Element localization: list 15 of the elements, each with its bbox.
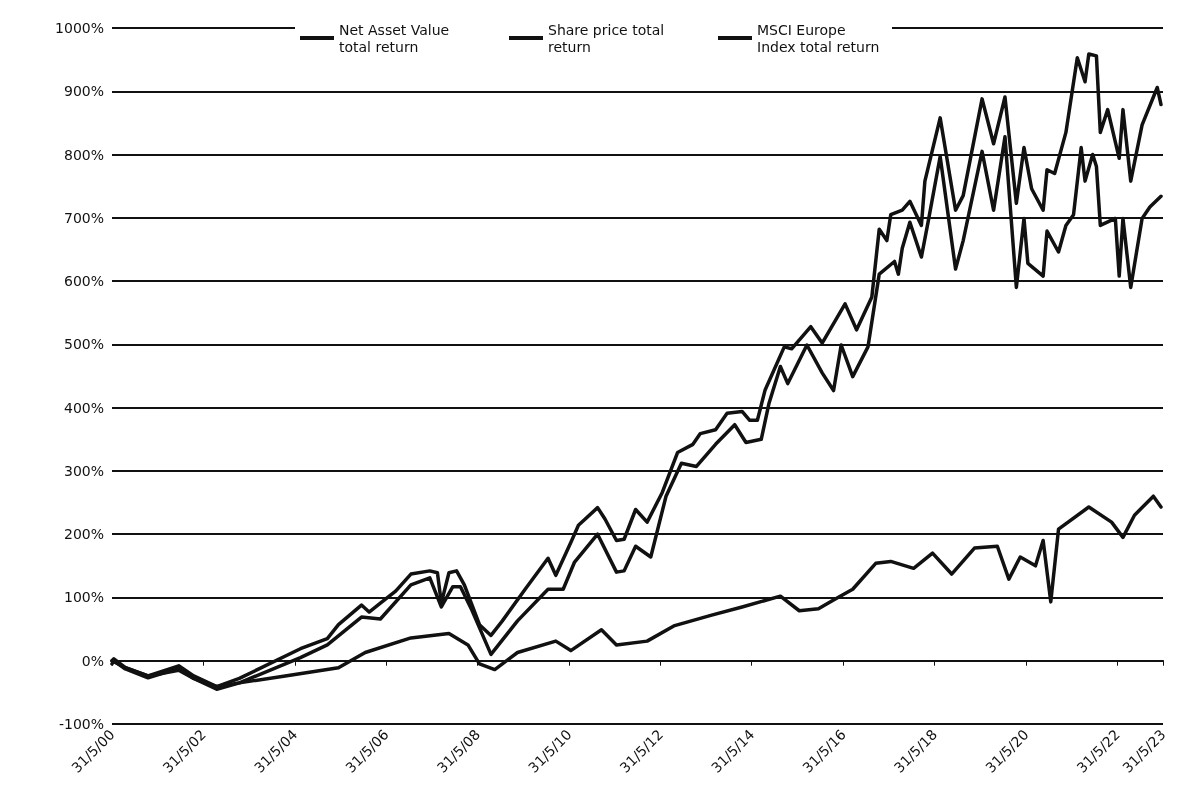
- y-tick-label: 900%: [63, 83, 104, 100]
- y-tick-label: 300%: [63, 462, 104, 479]
- y-tick-label: 500%: [63, 336, 104, 353]
- y-tick-label: 1000%: [55, 20, 104, 36]
- legend-label: Net Asset Value total return: [339, 21, 454, 55]
- y-tick-label: -100%: [58, 716, 104, 732]
- y-tick-label: 800%: [63, 146, 104, 163]
- y-tick-label: 600%: [63, 273, 104, 290]
- y-tick-label: 100%: [63, 589, 104, 606]
- y-tick-label: 0%: [81, 652, 104, 669]
- y-tick-label: 700%: [63, 209, 104, 226]
- legend-label: Share price total return: [548, 21, 669, 55]
- y-tick-label: 400%: [63, 399, 104, 416]
- legend-label: MSCI Europe Index total return: [757, 21, 880, 55]
- y-tick-label: 200%: [63, 526, 104, 543]
